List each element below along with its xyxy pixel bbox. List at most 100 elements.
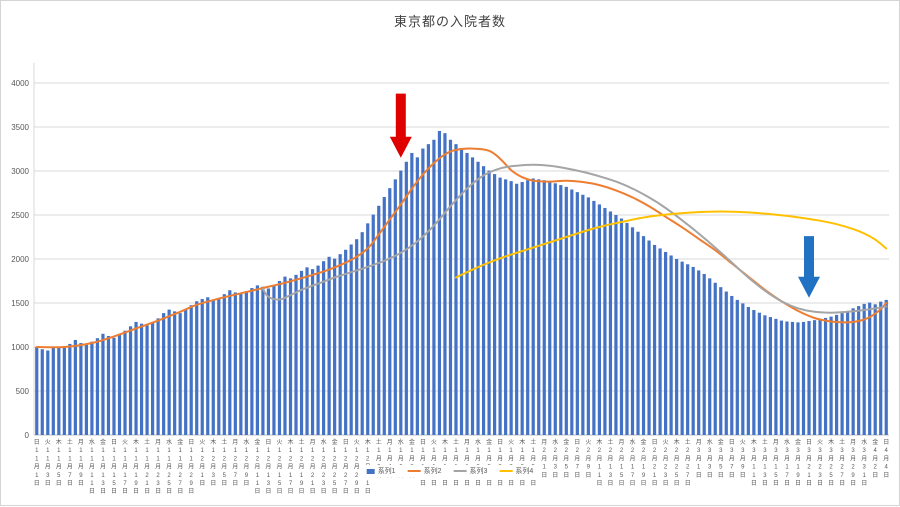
bar (51, 346, 55, 435)
legend-label: 系列2 (423, 468, 442, 475)
bar (619, 218, 624, 435)
x-tick-label: 火1月26日 (508, 439, 514, 487)
bar (266, 288, 271, 435)
bar (581, 194, 585, 435)
bar (156, 318, 160, 435)
bar (807, 321, 811, 435)
bar (388, 188, 392, 435)
bar (713, 282, 717, 435)
legend-item: 系列2 (407, 466, 442, 476)
bar (283, 276, 287, 435)
bar (299, 270, 304, 435)
line-series-4 (454, 210, 888, 279)
x-tick-label: 金1月22日 (486, 438, 492, 487)
y-tick-label: 0 (25, 431, 30, 440)
legend-item: 系列3 (453, 466, 488, 476)
legend-label: 系列3 (469, 468, 488, 475)
bar (697, 270, 701, 435)
legend-item: 系列4 (499, 466, 533, 476)
bar (173, 311, 177, 435)
bar (338, 254, 342, 435)
bar (310, 269, 315, 435)
bar (641, 236, 646, 435)
bar (526, 180, 530, 435)
x-tick-label: 土1月30日 (530, 438, 536, 487)
bar (288, 278, 293, 435)
legend-item: 系列1 (366, 466, 396, 476)
bar (509, 181, 513, 435)
bar (228, 290, 232, 435)
bar (57, 347, 61, 435)
bar (454, 144, 458, 435)
bar (123, 330, 127, 435)
bar (366, 223, 370, 435)
bar (217, 298, 221, 435)
bar (873, 304, 877, 435)
bar (746, 306, 750, 435)
line-series-3 (261, 163, 888, 314)
bar (790, 321, 795, 435)
bar (686, 264, 690, 435)
x-tick-label: 日1月10日 (420, 439, 426, 487)
bar (404, 161, 408, 435)
bar (189, 305, 193, 435)
bar (40, 349, 44, 435)
bar (531, 178, 535, 436)
bar (498, 177, 502, 435)
bar (796, 322, 800, 435)
bar (757, 312, 761, 435)
bar (128, 326, 133, 435)
bar (432, 139, 436, 435)
y-tick-label: 4000 (11, 79, 29, 88)
bar (829, 316, 833, 435)
bar (669, 255, 673, 435)
bar (421, 148, 425, 435)
bar (868, 302, 872, 435)
bar (322, 261, 326, 435)
bar (399, 170, 403, 435)
bar (730, 295, 734, 435)
y-tick-label: 500 (16, 387, 30, 396)
bar (537, 179, 541, 435)
bar (520, 182, 524, 435)
bar (708, 278, 712, 435)
bar (410, 152, 414, 435)
bar (393, 179, 397, 435)
bar (294, 274, 298, 435)
bar (117, 334, 122, 435)
bar (481, 166, 486, 435)
bar (575, 192, 579, 435)
bar (46, 350, 50, 435)
bar (680, 261, 684, 435)
bar (112, 337, 116, 435)
bar (504, 179, 508, 435)
x-tick-label: 土1月16日 (453, 438, 459, 487)
x-tick-label: 木1月14日 (442, 438, 448, 487)
bar (542, 180, 546, 435)
y-axis-labels: 0 500 1000 1500 2000 2500 3000 3500 4000 (11, 79, 29, 440)
